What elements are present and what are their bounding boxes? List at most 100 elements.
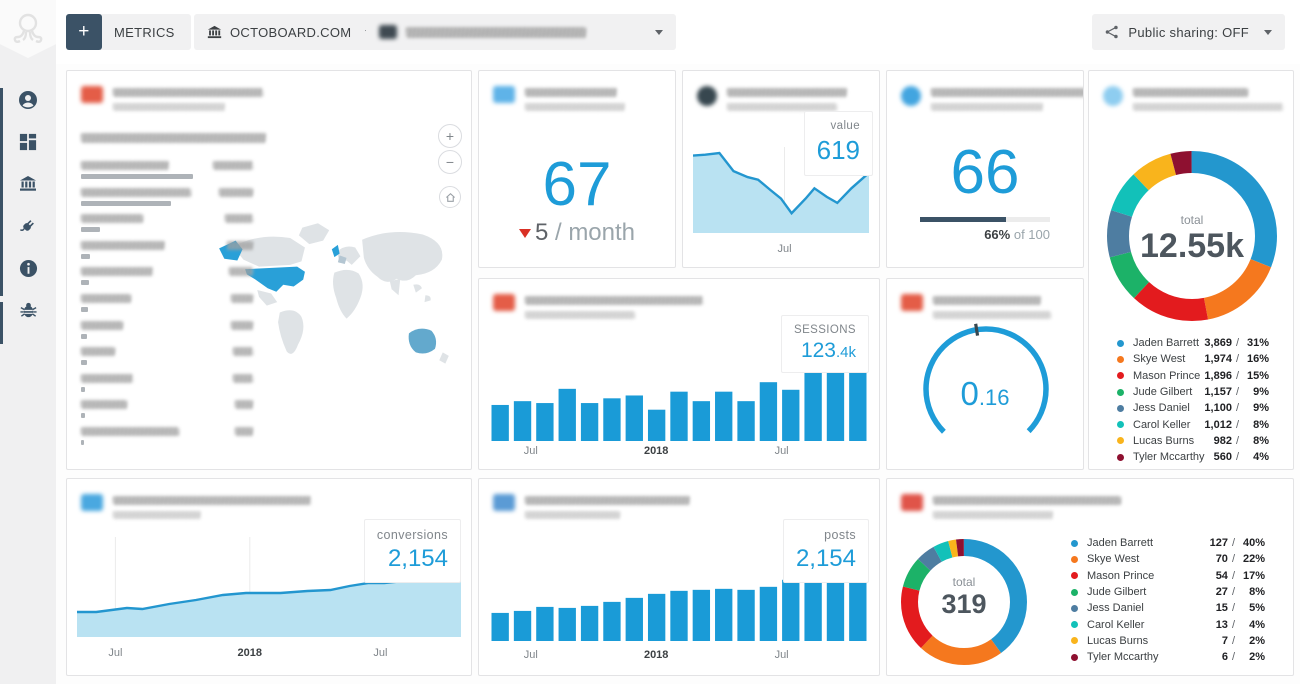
dashboard-selector-dropdown[interactable]	[366, 14, 676, 50]
widget-subtitle-redacted	[525, 103, 625, 111]
legend-percent: 8%	[1249, 586, 1265, 599]
country-name-redacted	[81, 214, 143, 224]
legend-name: Mason Prince	[1133, 369, 1201, 382]
site-selector-dropdown[interactable]: OCTOBOARD.COM	[194, 14, 387, 50]
widget-title	[493, 85, 625, 111]
legend-percent: 8%	[1253, 434, 1269, 447]
legend-dot-icon	[1117, 453, 1124, 461]
widget-title	[493, 493, 690, 519]
public-sharing-dropdown[interactable]: Public sharing: OFF	[1092, 14, 1285, 50]
info-icon[interactable]	[18, 258, 38, 278]
legend-dot-icon	[1071, 604, 1078, 612]
integrations-plug-icon[interactable]	[18, 216, 38, 236]
country-bar	[81, 360, 87, 366]
top-bar: + METRICS OCTOBOARD.COM Public sharing: …	[56, 0, 1300, 64]
bar-chart[interactable]	[489, 357, 869, 441]
x-tick-label: Jul	[523, 649, 538, 661]
map-zoom-out-button[interactable]: −	[438, 150, 462, 174]
legend-row: Jess Daniel 1,100/ 9%	[1117, 400, 1269, 416]
legend-dot-icon	[1117, 388, 1124, 396]
legend-value: 1,100	[1204, 402, 1232, 415]
legend-separator: /	[1231, 553, 1235, 566]
legend-separator: /	[1231, 651, 1235, 664]
metric-delta: 5 / month	[479, 219, 675, 247]
legend-separator: /	[1235, 337, 1239, 350]
home-icon	[445, 192, 455, 202]
country-row	[81, 212, 281, 239]
plus-icon: +	[66, 14, 102, 50]
bank-icon[interactable]	[18, 174, 38, 194]
legend-row: Mason Prince 1,896/ 15%	[1117, 368, 1269, 384]
widget-subtitle-redacted	[113, 103, 225, 111]
legend-dot-icon	[1071, 637, 1078, 645]
bar-chart[interactable]	[489, 563, 869, 641]
country-value-redacted	[233, 373, 253, 383]
public-sharing-label: Public sharing: OFF	[1128, 24, 1249, 40]
legend-value: 27	[1215, 586, 1228, 599]
donut-chart[interactable]	[901, 539, 1027, 665]
world-map[interactable]	[207, 201, 467, 431]
country-bar	[81, 253, 90, 259]
country-value-redacted	[219, 187, 253, 197]
country-value-redacted	[231, 293, 253, 303]
legend-value: 1,012	[1204, 418, 1232, 431]
legend-separator: /	[1231, 586, 1235, 599]
country-row	[81, 425, 281, 452]
legend-percent: 5%	[1249, 602, 1265, 615]
legend-name: Skye West	[1087, 553, 1140, 566]
legend-separator: /	[1235, 353, 1239, 366]
legend-percent: 4%	[1249, 618, 1265, 631]
chevron-down-icon	[655, 29, 663, 35]
gauge-chart[interactable]	[920, 323, 1052, 455]
x-axis: Jul	[693, 243, 869, 257]
legend-row: Skye West 1,974/ 16%	[1117, 351, 1269, 367]
widget-title	[493, 293, 703, 319]
country-name-redacted	[81, 347, 115, 357]
widget-title	[81, 85, 263, 111]
widget-sessions-by-region: + −	[66, 70, 472, 470]
legend-dot-icon	[1071, 653, 1078, 661]
sidebar-indicator-active	[0, 302, 3, 344]
legend-row: Carol Keller 13/ 4%	[1071, 616, 1265, 632]
map-home-button[interactable]	[439, 186, 461, 208]
widget-title	[901, 85, 1083, 111]
metric-value: 67	[542, 150, 612, 219]
country-bar	[81, 386, 86, 392]
country-value-redacted	[233, 347, 253, 357]
widget-subtitle-redacted	[525, 311, 635, 319]
legend-row: Tyler Mccarthy 560/ 4%	[1117, 449, 1269, 465]
legend-percent: 40%	[1242, 537, 1265, 550]
donut-chart[interactable]	[1107, 151, 1277, 321]
conversions-badge: conversions 2,154	[363, 519, 461, 583]
legend-separator: /	[1231, 602, 1235, 615]
country-row	[81, 319, 281, 346]
widget-title-redacted	[727, 88, 847, 97]
bug-icon[interactable]	[18, 300, 38, 320]
widget-title-redacted	[933, 496, 1121, 505]
arrow-down-icon	[518, 229, 531, 239]
legend-separator: /	[1231, 634, 1235, 647]
map-zoom-in-button[interactable]: +	[438, 124, 462, 148]
legend-value: 7	[1221, 634, 1228, 647]
octoboard-logo[interactable]	[0, 0, 56, 58]
country-row	[81, 159, 281, 186]
country-bar	[81, 200, 171, 206]
legend-dot-icon	[1117, 355, 1124, 363]
widget-subtitle-redacted	[1133, 103, 1283, 111]
widget-title-redacted	[1133, 88, 1248, 97]
legend-value: 982	[1213, 434, 1232, 447]
widget-title	[1103, 85, 1283, 111]
add-metrics-button[interactable]: + METRICS	[66, 14, 191, 50]
country-row	[81, 265, 281, 292]
map-uk-highlight	[331, 244, 340, 258]
area-chart[interactable]	[692, 147, 870, 243]
progress-bar	[920, 217, 1050, 222]
country-name-redacted	[81, 240, 165, 250]
dashboards-icon[interactable]	[18, 132, 38, 152]
legend-row: Carol Keller 1,012/ 8%	[1117, 416, 1269, 432]
user-icon[interactable]	[18, 90, 38, 110]
legend-dot-icon	[1071, 555, 1078, 563]
dashboard-icon-redacted	[379, 25, 397, 39]
country-row	[81, 398, 281, 425]
